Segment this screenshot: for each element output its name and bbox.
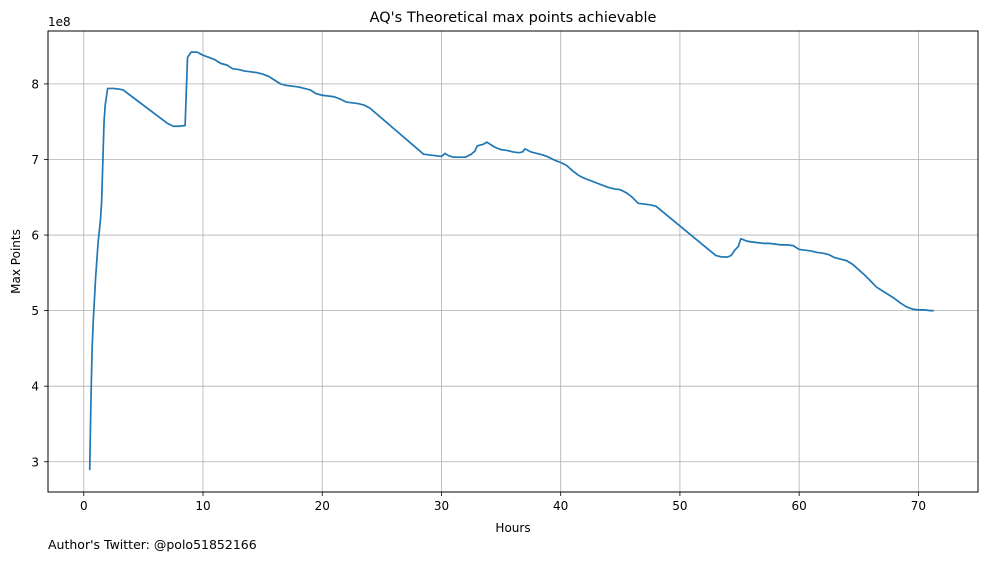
axes-frame (47, 30, 979, 493)
x-tick-label: 20 (315, 499, 330, 513)
y-tick-label: 7 (31, 153, 39, 167)
series-group (88, 51, 934, 471)
y-tick-label: 8 (31, 77, 39, 91)
x-tick-label: 30 (434, 499, 449, 513)
x-tick-label: 50 (672, 499, 687, 513)
x-ticks: 0 10 20 30 40 50 60 70 (80, 492, 926, 513)
y-tick-label: 4 (31, 380, 39, 394)
y-axis-label: Max Points (9, 229, 23, 294)
y-tick-label: 3 (31, 455, 39, 469)
chart-title: AQ's Theoretical max points achievable (370, 10, 657, 26)
y-tick-label: 5 (31, 304, 39, 318)
y-tick-label: 6 (31, 229, 39, 243)
x-tick-label: 10 (195, 499, 210, 513)
series-line-0 (88, 51, 934, 471)
y-offset-text: 1e8 (48, 15, 71, 29)
x-tick-label: 70 (911, 499, 926, 513)
x-tick-label: 60 (792, 499, 807, 513)
x-tick-label: 0 (80, 499, 88, 513)
x-tick-label: 40 (553, 499, 568, 513)
grid (48, 31, 978, 492)
y-ticks: 3 4 5 6 7 8 (31, 77, 48, 469)
x-axis-label: Hours (495, 521, 530, 535)
author-credit: Author's Twitter: @polo51852166 (48, 537, 257, 552)
